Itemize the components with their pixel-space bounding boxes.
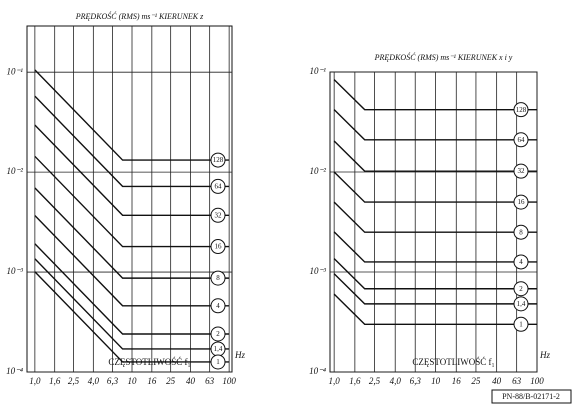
x-axis-unit: Hz <box>539 350 550 360</box>
series-badge <box>513 224 529 240</box>
series-line <box>34 187 230 279</box>
legend-label: 64 <box>215 183 223 191</box>
x-tick-label: 6,3 <box>107 376 119 386</box>
y-tick-label: 10⁻² <box>310 166 327 176</box>
series-line <box>333 79 537 111</box>
y-tick-label: 10⁻¹ <box>310 66 327 76</box>
x-tick-label: 1,0 <box>329 376 341 386</box>
series-badge <box>210 354 226 370</box>
series-badge <box>210 239 226 255</box>
x-tick-label: 40 <box>186 376 196 386</box>
series-badge <box>210 326 226 342</box>
x-tick-label: 1,6 <box>349 376 361 386</box>
x-tick-label: 10 <box>431 376 441 386</box>
legend-label: 128 <box>516 106 527 114</box>
legend-label: 128 <box>213 156 224 164</box>
series-line <box>34 258 230 350</box>
series-line <box>333 140 537 172</box>
legend-label: 1,4 <box>517 300 526 308</box>
legend-label: 1 <box>519 320 523 328</box>
y-tick-label: 10⁻² <box>7 166 24 176</box>
legend-label: 8 <box>519 228 523 236</box>
series-line <box>34 95 230 188</box>
series-badge <box>513 163 529 179</box>
series-line <box>333 171 537 203</box>
x-tick-label: 1,0 <box>29 376 41 386</box>
x-tick-label: 16 <box>452 376 462 386</box>
series-line <box>333 231 537 263</box>
x-tick-label: 25 <box>166 376 176 386</box>
series-badge <box>513 254 529 270</box>
x-tick-label: 63 <box>512 376 522 386</box>
legend-label: 2 <box>216 330 220 338</box>
plot-frame <box>329 71 538 373</box>
series-line <box>34 69 230 161</box>
y-tick-label: 10⁻¹ <box>7 66 24 76</box>
plot-frame <box>26 25 233 373</box>
legend-label: 4 <box>519 258 523 266</box>
chart-title: PRĘDKOŚĆ (RMS) ms⁻¹ KIERUNEK z <box>75 11 204 21</box>
series-line <box>333 201 537 233</box>
series-line <box>333 109 537 141</box>
x-tick-label: 2,5 <box>68 376 80 386</box>
legend-label: 8 <box>216 274 220 282</box>
series-line <box>34 124 230 216</box>
x-tick-label: 10 <box>128 376 138 386</box>
x-axis-unit: Hz <box>234 350 245 360</box>
x-tick-label: 1,6 <box>49 376 61 386</box>
legend-label: 2 <box>519 285 523 293</box>
y-tick-label: 10⁻³ <box>310 266 327 276</box>
series-badge <box>513 132 529 148</box>
footer-box <box>491 389 572 404</box>
series-badge <box>210 270 226 286</box>
x-tick-label: 4,0 <box>88 376 100 386</box>
series-badge <box>513 316 529 332</box>
series-line <box>333 258 537 290</box>
series-badge <box>513 296 529 312</box>
series-badge <box>513 102 529 118</box>
x-axis-label: CZĘSTOTLIWOŚĆ f₁ <box>412 357 494 367</box>
legend-label: 16 <box>215 243 223 251</box>
x-tick-label: 6,3 <box>410 376 422 386</box>
x-tick-label: 100 <box>222 376 236 386</box>
x-tick-label: 2,5 <box>369 376 381 386</box>
chart-title: PRĘDKOŚĆ (RMS) ms⁻¹ KIERUNEK x i y <box>374 52 513 62</box>
legend-label: 16 <box>518 198 526 206</box>
legend-label: 4 <box>216 302 220 310</box>
y-tick-label: 10⁻⁴ <box>6 366 23 376</box>
y-tick-label: 10⁻⁴ <box>309 366 326 376</box>
series-badge <box>210 207 226 223</box>
x-tick-label: 4,0 <box>390 376 402 386</box>
series-badge <box>513 194 529 210</box>
series-line <box>333 273 537 305</box>
legend-label: 64 <box>518 136 526 144</box>
series-badge <box>513 281 529 297</box>
series-line <box>34 215 230 307</box>
series-line <box>34 271 230 363</box>
footer: PN-88/B-02171-2 <box>502 392 560 401</box>
x-tick-label: 63 <box>205 376 215 386</box>
legend-label: 32 <box>518 167 526 175</box>
x-tick-label: 100 <box>530 376 544 386</box>
legend-label: 32 <box>215 211 223 219</box>
y-tick-label: 10⁻³ <box>7 266 24 276</box>
series-line <box>34 155 230 248</box>
legend-label: 1,4 <box>214 345 223 353</box>
x-tick-label: 25 <box>471 376 481 386</box>
series-badge <box>210 152 226 168</box>
series-badge <box>210 178 226 194</box>
series-line <box>333 293 537 325</box>
x-tick-label: 40 <box>492 376 502 386</box>
series-badge <box>210 298 226 314</box>
x-tick-label: 16 <box>147 376 157 386</box>
legend-label: 1 <box>216 358 220 366</box>
series-line <box>34 243 230 335</box>
